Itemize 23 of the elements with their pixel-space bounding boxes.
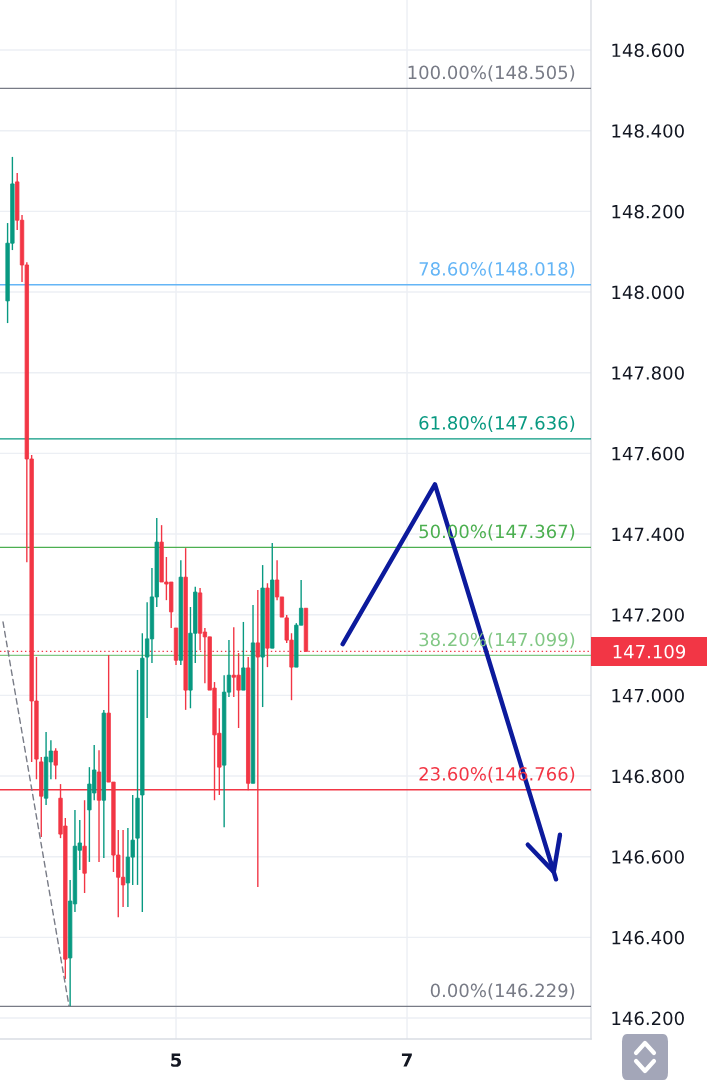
x-tick-label: 7 (401, 1053, 412, 1067)
candlestick (241, 621, 246, 691)
ref-line-label: 147.109 (613, 644, 686, 659)
y-tick-label: 147.600 (612, 446, 684, 461)
y-tick-label: 147.000 (612, 688, 684, 703)
y-tick-label: 148.400 (612, 124, 684, 138)
y-tick-label: 148.000 (612, 285, 684, 300)
ref-line-label: 0.00%(146.229) (430, 983, 575, 1000)
ref-line-label: 78.60%(148.018) (419, 261, 575, 278)
y-tick-label: 146.200 (612, 1011, 684, 1026)
ref-line-label: 100.00%(148.505) (408, 65, 575, 82)
candlestick (120, 829, 126, 908)
y-tick-label: 148.600 (612, 43, 684, 58)
y-tick-label: 147.400 (612, 527, 684, 542)
x-tick-label: 5 (171, 1053, 182, 1067)
y-tick-label: 147.200 (612, 608, 684, 622)
ref-line-label: 61.80%(147.636) (419, 415, 575, 432)
y-tick-label: 146.600 (612, 850, 684, 864)
y-tick-label: 146.400 (612, 930, 684, 945)
y-tick-label: 147.800 (612, 366, 684, 380)
y-tick-label: 148.200 (612, 204, 684, 219)
y-tick-label: 146.800 (612, 769, 684, 784)
candlestick (53, 747, 58, 780)
